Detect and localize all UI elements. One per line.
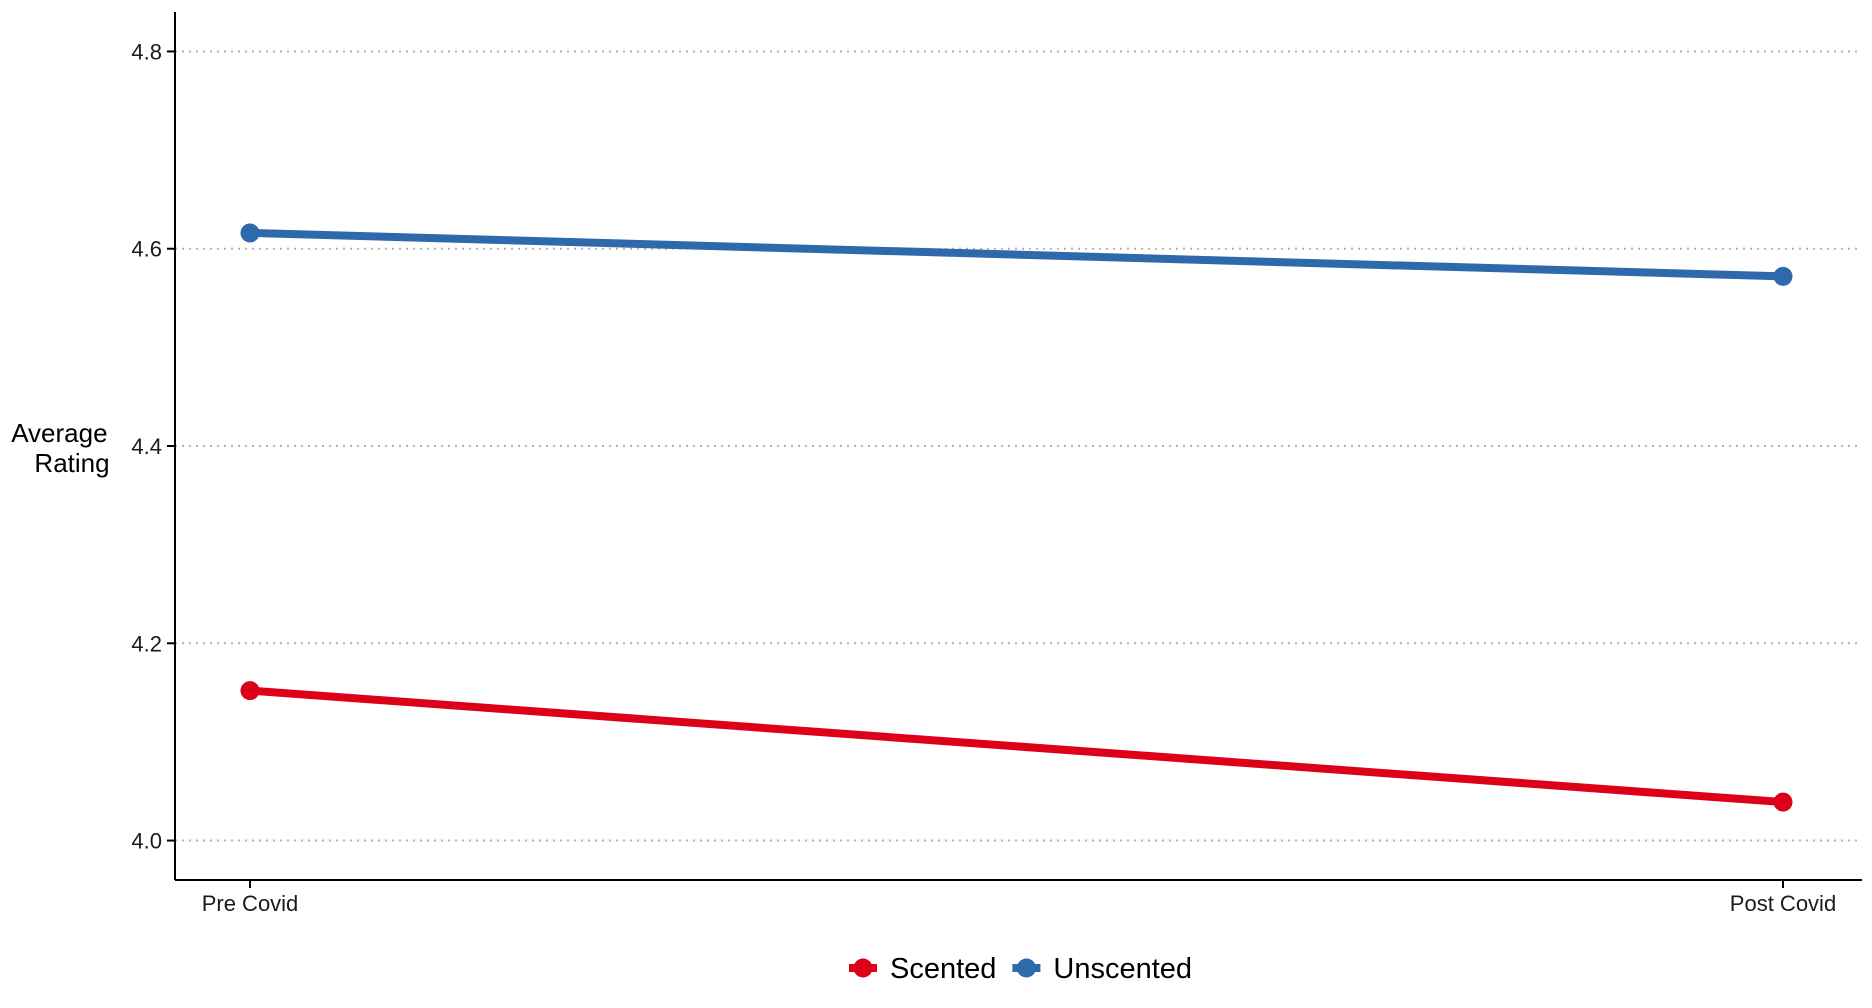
- y-tick-label: 4.4: [131, 434, 162, 459]
- legend-item-unscented: Unscented: [1012, 953, 1192, 985]
- data-point-scented: [1773, 792, 1793, 812]
- series-unscented: [240, 223, 1793, 286]
- y-tick-label: 4.0: [131, 829, 162, 854]
- x-tick-labels: Pre Covid Post Covid: [202, 880, 1836, 916]
- legend-label-scented: Scented: [890, 953, 996, 985]
- legend: Scented Unscented: [849, 953, 1192, 985]
- series: [240, 223, 1793, 812]
- y-tick-label: 4.8: [131, 39, 162, 64]
- legend-label-unscented: Unscented: [1053, 953, 1192, 985]
- x-tick-label: Post Covid: [1730, 891, 1836, 916]
- series-line-scented: [249, 686, 1784, 807]
- y-tick-label: 4.6: [131, 237, 162, 262]
- legend-key-point-unscented: [1016, 958, 1036, 978]
- data-point-unscented: [1773, 266, 1793, 286]
- data-point-unscented: [240, 223, 260, 243]
- legend-key-point-scented: [853, 958, 873, 978]
- y-axis-title: Average Rating: [11, 418, 115, 478]
- y-tick-labels: 4.0 4.2 4.4 4.6 4.8: [131, 39, 175, 854]
- y-axis-title-line-1: Average: [11, 418, 107, 448]
- series-line-unscented: [249, 228, 1784, 281]
- y-tick-label: 4.2: [131, 631, 162, 656]
- x-tick-label: Pre Covid: [202, 891, 299, 916]
- data-point-scented: [240, 681, 260, 701]
- y-axis-title-line-2: Rating: [34, 448, 109, 478]
- series-scented: [240, 681, 1793, 812]
- legend-item-scented: Scented: [849, 953, 996, 985]
- gridlines: [175, 50, 1862, 842]
